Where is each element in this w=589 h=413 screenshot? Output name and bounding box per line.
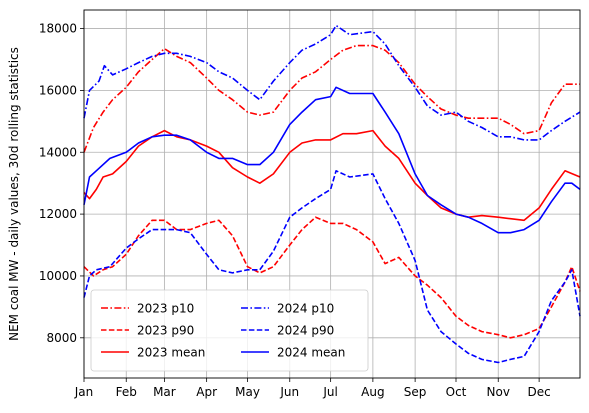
series-line-2 — [83, 216, 581, 339]
x-tick-label: Nov — [487, 385, 510, 399]
series-line-6 — [83, 86, 581, 234]
y-tick-label: 10000 — [39, 269, 77, 283]
legend: 2023 p10 2023 p90 2023 mean 2024 p10 2024 p9… — [90, 289, 369, 372]
legend-label: 2023 mean — [137, 346, 205, 360]
legend-label: 2024 mean — [277, 346, 345, 360]
x-tick-label: May — [235, 385, 260, 399]
legend-label: 2023 p90 — [137, 324, 194, 338]
x-tick-label: Feb — [116, 385, 137, 399]
x-tick-label: Apr — [196, 385, 217, 399]
x-tick-label: Oct — [446, 385, 467, 399]
series-line-1 — [83, 44, 580, 153]
legend-label: 2024 p90 — [277, 324, 334, 338]
x-tick-label: Jun — [279, 385, 299, 399]
x-tick-label: Sep — [404, 385, 427, 399]
y-axis-label: NEM coal MW - daily values, 30d rolling … — [7, 47, 21, 341]
plot-frame — [83, 9, 581, 379]
series-line-5 — [83, 170, 581, 364]
legend-label: 2024 p10 — [277, 302, 334, 316]
y-tick-label: 12000 — [39, 207, 77, 221]
y-tick-label: 14000 — [39, 145, 77, 159]
series-line-3 — [83, 129, 581, 222]
x-tick-label: Jan — [74, 385, 94, 399]
x-tick-label: Aug — [361, 385, 384, 399]
y-tick-label: 8000 — [46, 331, 77, 345]
series-layer — [83, 24, 581, 364]
y-tick-label: 18000 — [39, 22, 77, 36]
y-axis: 8000 10000 12000 14000 16000 18000 — [39, 22, 84, 345]
y-tick-label: 16000 — [39, 83, 77, 97]
legend-box — [90, 289, 369, 372]
x-tick-label: Dec — [528, 385, 551, 399]
series-line-4 — [83, 24, 581, 141]
x-tick-label: Mar — [153, 385, 176, 399]
x-axis: Jan Feb Mar Apr May Jun Jul Aug Sep Oct Nov Dec — [74, 378, 551, 399]
legend-label: 2023 p10 — [137, 302, 194, 316]
x-tick-label: Jul — [322, 385, 337, 399]
